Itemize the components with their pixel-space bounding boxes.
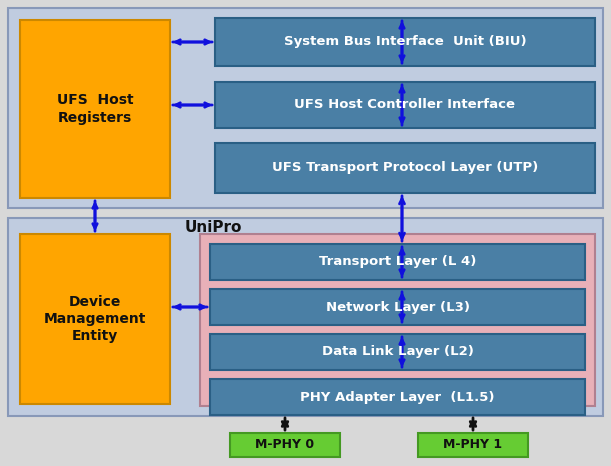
Text: Device
Management
Entity: Device Management Entity (44, 295, 146, 343)
FancyBboxPatch shape (20, 20, 170, 198)
Text: M-PHY 1: M-PHY 1 (444, 439, 503, 452)
Text: M-PHY 0: M-PHY 0 (255, 439, 315, 452)
Text: Network Layer (L3): Network Layer (L3) (326, 301, 469, 314)
FancyBboxPatch shape (200, 234, 595, 406)
FancyBboxPatch shape (8, 8, 603, 208)
FancyBboxPatch shape (210, 379, 585, 415)
FancyBboxPatch shape (230, 433, 340, 457)
FancyBboxPatch shape (210, 334, 585, 370)
Text: Data Link Layer (L2): Data Link Layer (L2) (321, 345, 474, 358)
FancyBboxPatch shape (8, 218, 603, 416)
Text: System Bus Interface  Unit (BIU): System Bus Interface Unit (BIU) (284, 35, 526, 48)
FancyBboxPatch shape (210, 289, 585, 325)
Text: PHY Adapter Layer  (L1.5): PHY Adapter Layer (L1.5) (300, 391, 495, 404)
Text: UFS Transport Protocol Layer (UTP): UFS Transport Protocol Layer (UTP) (272, 162, 538, 174)
FancyBboxPatch shape (418, 433, 528, 457)
Text: UniPro: UniPro (185, 220, 243, 235)
FancyBboxPatch shape (20, 234, 170, 404)
FancyBboxPatch shape (215, 143, 595, 193)
Text: UFS Host Controller Interface: UFS Host Controller Interface (295, 98, 516, 111)
FancyBboxPatch shape (210, 244, 585, 280)
FancyBboxPatch shape (215, 82, 595, 128)
FancyBboxPatch shape (215, 18, 595, 66)
Text: Transport Layer (L 4): Transport Layer (L 4) (319, 255, 476, 268)
Text: UFS  Host
Registers: UFS Host Registers (57, 93, 133, 124)
